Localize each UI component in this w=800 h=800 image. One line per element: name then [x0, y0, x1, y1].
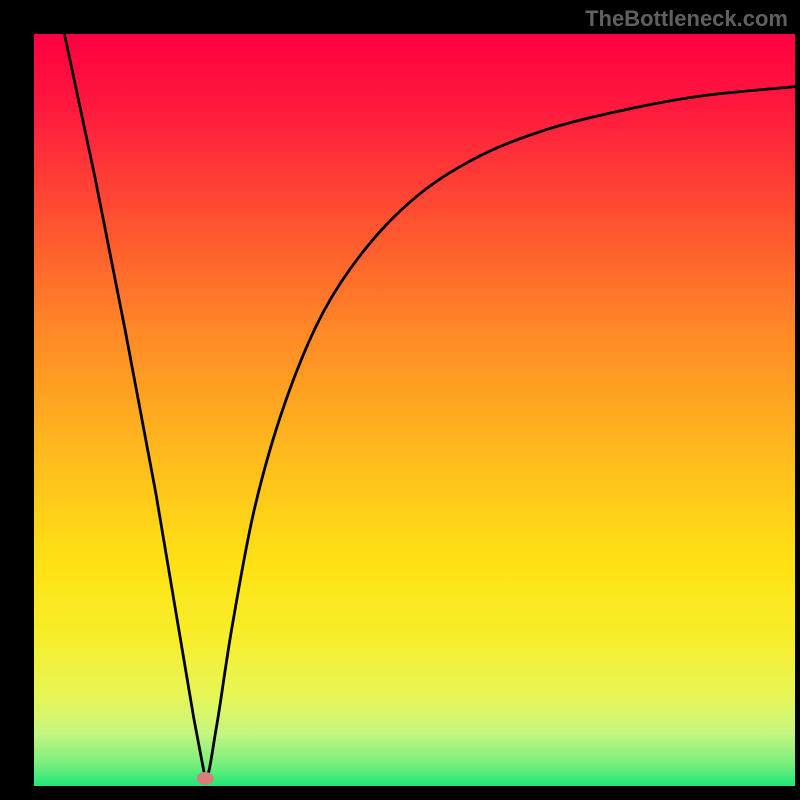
bottleneck-curve — [64, 34, 795, 779]
curve-layer — [0, 0, 800, 800]
minimum-marker — [197, 772, 213, 784]
watermark-text: TheBottleneck.com — [585, 6, 788, 32]
chart-container: TheBottleneck.com — [0, 0, 800, 800]
